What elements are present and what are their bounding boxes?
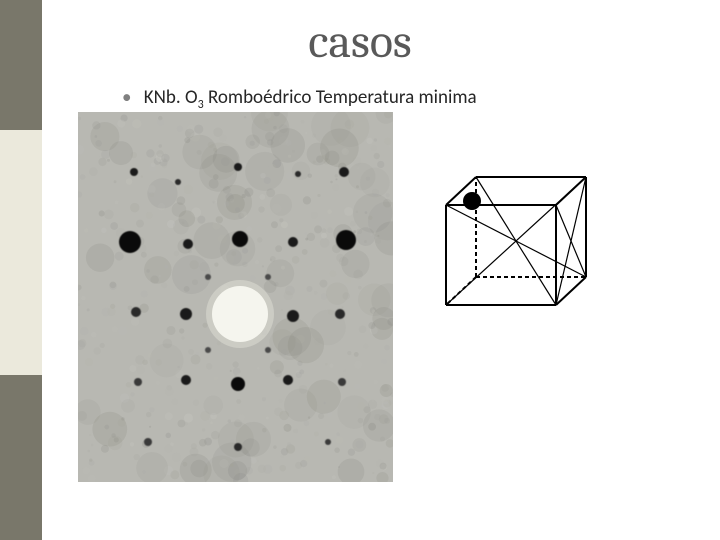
slide-title: casos	[0, 14, 720, 69]
bullet-marker: •	[122, 86, 131, 109]
bullet-text-suffix: Romboédrico Temperatura minima	[204, 86, 477, 109]
bullet-item: • KNb. O3 Romboédrico Temperatura minima	[122, 86, 477, 112]
sidebar-stripe-light	[0, 130, 42, 375]
figure-area	[78, 112, 678, 512]
diffraction-pattern-image	[78, 112, 393, 482]
cube-unit-cell-diagram	[428, 167, 598, 312]
bullet-text-prefix: KNb. O	[144, 86, 198, 109]
